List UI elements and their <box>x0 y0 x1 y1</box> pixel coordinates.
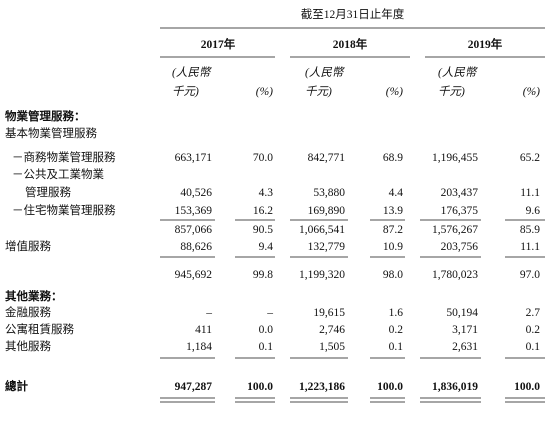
cell-value: 65.2 <box>519 152 540 164</box>
cell-value: 132,779 <box>307 241 345 253</box>
cell-value: 68.9 <box>382 152 403 164</box>
cell-value: – <box>267 307 273 319</box>
cell-value: 0.0 <box>258 324 273 336</box>
cell-value: 1,576,267 <box>432 224 478 236</box>
cell-value: 1,223,186 <box>299 381 345 393</box>
row-label: 增值服務 <box>5 241 51 253</box>
row-label: 物業管理服務： <box>5 111 86 123</box>
cell-value: 0.1 <box>388 341 403 353</box>
cell-value: 90.5 <box>252 224 273 236</box>
cell-value: 50,194 <box>446 307 478 319</box>
row-label: 其他服務 <box>5 341 51 353</box>
cell-value: 1,196,455 <box>432 152 478 164</box>
cell-value: 663,171 <box>174 152 212 164</box>
unit-label: (人民幣 <box>172 67 211 79</box>
cell-value: 1,780,023 <box>432 269 478 281</box>
cell-value: 411 <box>195 324 212 336</box>
cell-value: 1,199,320 <box>299 269 345 281</box>
unit-label: (人民幣 <box>438 67 477 79</box>
cell-value: 203,437 <box>440 187 478 199</box>
unit-label: (人民幣 <box>305 67 344 79</box>
row-label: －商務物業管理服務 <box>12 152 116 164</box>
cell-value: 4.4 <box>388 187 403 199</box>
cell-value: 842,771 <box>307 152 345 164</box>
cell-value: 9.6 <box>525 205 540 217</box>
unit-label: (%) <box>255 86 273 98</box>
year-header: 2018年 <box>332 39 368 51</box>
year-header: 2017年 <box>200 39 236 51</box>
cell-value: – <box>206 307 212 319</box>
unit-label: 千元) <box>172 86 199 98</box>
cell-value: 97.0 <box>519 269 540 281</box>
cell-value: 85.9 <box>519 224 540 236</box>
cell-value: 13.9 <box>382 205 403 217</box>
cell-value: 99.8 <box>252 269 273 281</box>
row-label: 管理服務 <box>25 187 71 199</box>
cell-value: 947,287 <box>174 381 212 393</box>
cell-value: 1,505 <box>319 341 345 353</box>
row-label: 基本物業管理服務 <box>5 128 97 140</box>
cell-value: 176,375 <box>440 205 478 217</box>
cell-value: 4.3 <box>258 187 273 199</box>
cell-value: 19,615 <box>313 307 345 319</box>
unit-label: 千元) <box>438 86 465 98</box>
cell-value: 98.0 <box>382 269 403 281</box>
cell-value: 153,369 <box>174 205 212 217</box>
cell-value: 11.1 <box>520 241 540 253</box>
unit-label: 千元) <box>305 86 332 98</box>
cell-value: 945,692 <box>174 269 212 281</box>
cell-value: 169,890 <box>307 205 345 217</box>
cell-value: 0.2 <box>388 324 403 336</box>
row-label: 總計 <box>5 381 28 393</box>
cell-value: 9.4 <box>258 241 273 253</box>
cell-value: 0.1 <box>258 341 273 353</box>
cell-value: 1.6 <box>388 307 403 319</box>
cell-value: 100.0 <box>514 381 540 393</box>
cell-value: 100.0 <box>377 381 403 393</box>
cell-value: 203,756 <box>440 241 478 253</box>
cell-value: 2,631 <box>452 341 478 353</box>
unit-label: (%) <box>522 86 540 98</box>
row-label: －公共及工業物業 <box>12 169 104 181</box>
cell-value: 0.2 <box>525 324 540 336</box>
cell-value: 70.0 <box>252 152 273 164</box>
cell-value: 857,066 <box>174 224 212 236</box>
cell-value: 3,171 <box>452 324 478 336</box>
row-label: 公寓租賃服務 <box>5 324 74 336</box>
cell-value: 40,526 <box>180 187 212 199</box>
cell-value: 100.0 <box>247 381 273 393</box>
cell-value: 87.2 <box>382 224 403 236</box>
row-label: －住宅物業管理服務 <box>12 205 116 217</box>
unit-label: (%) <box>385 86 403 98</box>
period-header: 截至12月31日止年度 <box>300 9 405 21</box>
cell-value: 88,626 <box>180 241 212 253</box>
cell-value: 1,836,019 <box>432 381 478 393</box>
cell-value: 0.1 <box>525 341 540 353</box>
row-label: 其他業務： <box>5 291 63 303</box>
year-header: 2019年 <box>467 39 503 51</box>
cell-value: 10.9 <box>382 241 403 253</box>
cell-value: 1,066,541 <box>299 224 345 236</box>
row-label: 金融服務 <box>5 307 51 319</box>
cell-value: 2.7 <box>525 307 540 319</box>
cell-value: 11.1 <box>520 187 540 199</box>
cell-value: 2,746 <box>319 324 345 336</box>
cell-value: 53,880 <box>313 187 345 199</box>
cell-value: 1,184 <box>186 341 212 353</box>
cell-value: 16.2 <box>252 205 273 217</box>
